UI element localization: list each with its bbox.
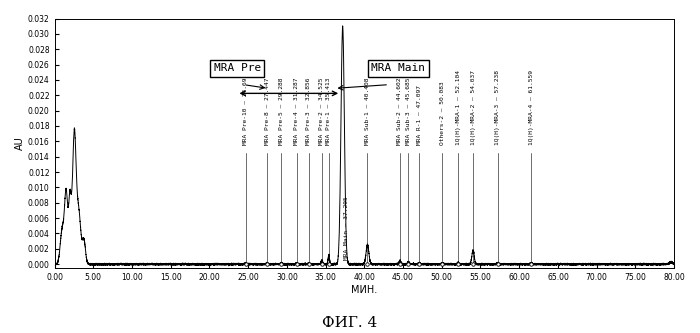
X-axis label: МИН.: МИН. <box>351 285 377 295</box>
Text: MRA Sub-1 – 40.408: MRA Sub-1 – 40.408 <box>365 78 370 145</box>
Text: MRA Pre-3 – 32.856: MRA Pre-3 – 32.856 <box>307 78 312 145</box>
Text: MRA R-1 – 47.097: MRA R-1 – 47.097 <box>416 85 422 145</box>
Text: MRA Main – 37.205: MRA Main – 37.205 <box>344 196 349 260</box>
Text: 1Q(H)-MRA-2 – 54.037: 1Q(H)-MRA-2 – 54.037 <box>470 70 475 145</box>
Text: ФИГ. 4: ФИГ. 4 <box>323 316 377 330</box>
Text: 1Q(H)-MRA-4 – 61.559: 1Q(H)-MRA-4 – 61.559 <box>528 70 534 145</box>
Text: Others-2 – 50.083: Others-2 – 50.083 <box>440 82 445 145</box>
Y-axis label: AU: AU <box>15 137 25 150</box>
Text: 1Q(H)-MRA-3 – 57.238: 1Q(H)-MRA-3 – 57.238 <box>496 70 500 145</box>
Text: MRA Sub-3 – 45.685: MRA Sub-3 – 45.685 <box>406 78 411 145</box>
Text: MRA Pre-10 – 24.698: MRA Pre-10 – 24.698 <box>244 74 248 145</box>
Text: MRA Main: MRA Main <box>372 63 426 73</box>
Text: 1Q(H)-MRA-1 – 52.104: 1Q(H)-MRA-1 – 52.104 <box>456 70 461 145</box>
Text: MRA Pre-1 – 35.413: MRA Pre-1 – 35.413 <box>326 78 331 145</box>
Text: MRA Pre: MRA Pre <box>214 63 261 73</box>
Text: MRA Pre-8 – 27.447: MRA Pre-8 – 27.447 <box>265 78 270 145</box>
Text: MRA Pre-2 – 34.525: MRA Pre-2 – 34.525 <box>319 78 324 145</box>
Text: MRA Sub-2 – 44.602: MRA Sub-2 – 44.602 <box>398 78 402 145</box>
Text: MRA Pre-4 – 31.287: MRA Pre-4 – 31.287 <box>294 78 300 145</box>
Text: MRA Pre-5 – 29.288: MRA Pre-5 – 29.288 <box>279 78 284 145</box>
